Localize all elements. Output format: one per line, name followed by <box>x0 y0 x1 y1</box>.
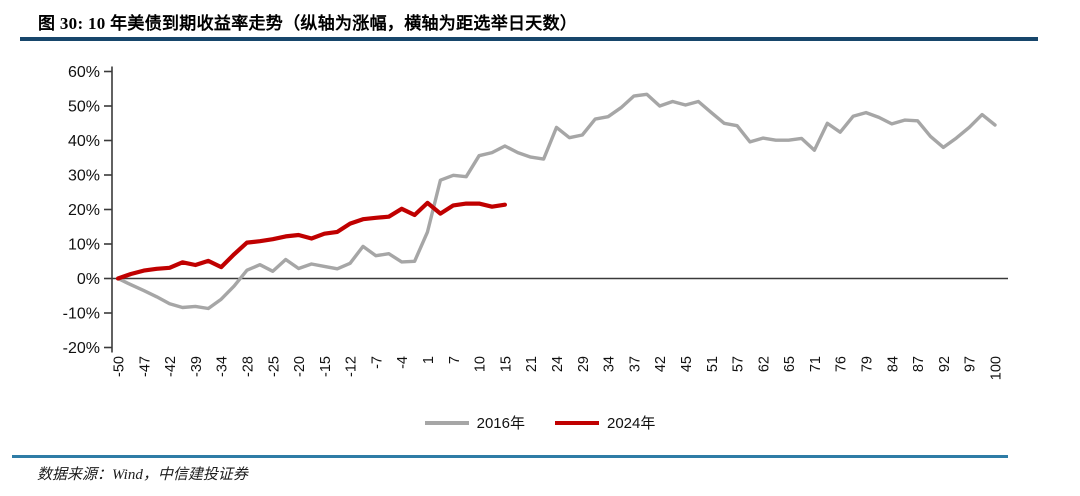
x-tick-label: 21 <box>524 356 540 372</box>
x-tick-label: 42 <box>653 356 669 372</box>
x-tick-label: -7 <box>369 356 385 369</box>
y-tick-label: -10% <box>63 306 100 323</box>
x-tick-label: 1 <box>421 356 437 364</box>
y-tick-label: 0% <box>77 271 100 288</box>
x-tick-label: 24 <box>550 356 566 372</box>
legend-label-2016: 2016年 <box>476 415 525 432</box>
x-tick-label: 76 <box>834 356 850 372</box>
x-tick-label: 45 <box>679 356 695 372</box>
y-tick-label: 60% <box>68 64 100 81</box>
x-tick-label: 34 <box>602 356 618 372</box>
x-tick-label: 10 <box>473 356 489 372</box>
x-tick-label: 97 <box>963 356 979 372</box>
legend-item-2016: 2016年 <box>424 412 525 433</box>
x-tick-label: 7 <box>447 356 463 364</box>
x-tick-label: 84 <box>885 356 901 372</box>
y-tick-label: 50% <box>68 99 100 116</box>
x-tick-label: 79 <box>860 356 876 372</box>
x-tick-label: 57 <box>731 356 747 372</box>
x-tick-label: -39 <box>189 356 205 377</box>
x-tick-label: -47 <box>137 356 153 377</box>
x-tick-label: -12 <box>344 356 360 377</box>
x-tick-label: -4 <box>395 356 411 369</box>
x-tick-label: 65 <box>782 356 798 372</box>
x-tick-label: 71 <box>808 356 824 372</box>
x-tick-label: -20 <box>292 356 308 377</box>
data-source-note: 数据来源：Wind，中信建投证券 <box>37 467 248 483</box>
y-tick-label: 40% <box>68 133 100 150</box>
y-tick-label: -20% <box>63 340 100 357</box>
series-line-2024 <box>115 200 507 281</box>
x-tick-label: -28 <box>240 356 256 377</box>
figure-title: 图 30: 10 年美债到期收益率走势（纵轴为涨幅，横轴为距选举日天数） <box>38 14 578 33</box>
x-tick-label: 37 <box>627 356 643 372</box>
header-rule <box>20 37 1038 41</box>
x-tick-label: 92 <box>937 356 953 372</box>
x-tick-label: 29 <box>576 356 592 372</box>
x-tick-label: -42 <box>163 356 179 377</box>
y-tick-label: 20% <box>68 202 100 219</box>
legend-swatch-2024 <box>555 420 599 425</box>
legend-label-2024: 2024年 <box>607 415 656 432</box>
y-tick-label: 30% <box>68 168 100 185</box>
x-tick-label: 87 <box>911 356 927 372</box>
x-tick-label: 62 <box>756 356 772 372</box>
legend-swatch-2016 <box>424 420 469 425</box>
x-tick-label: -50 <box>112 356 128 377</box>
x-tick-label: 51 <box>705 356 721 372</box>
series-line-2016 <box>116 92 997 311</box>
footer-rule <box>12 455 1008 458</box>
x-tick-label: 100 <box>989 356 1005 380</box>
x-tick-label: 15 <box>498 356 514 372</box>
x-tick-label: -34 <box>215 356 231 377</box>
chart-legend: 2016年 2024年 <box>0 412 1080 433</box>
y-tick-label: 10% <box>68 237 100 254</box>
x-tick-label: -15 <box>318 356 334 377</box>
legend-item-2024: 2024年 <box>555 412 655 433</box>
x-tick-label: -25 <box>266 356 282 377</box>
